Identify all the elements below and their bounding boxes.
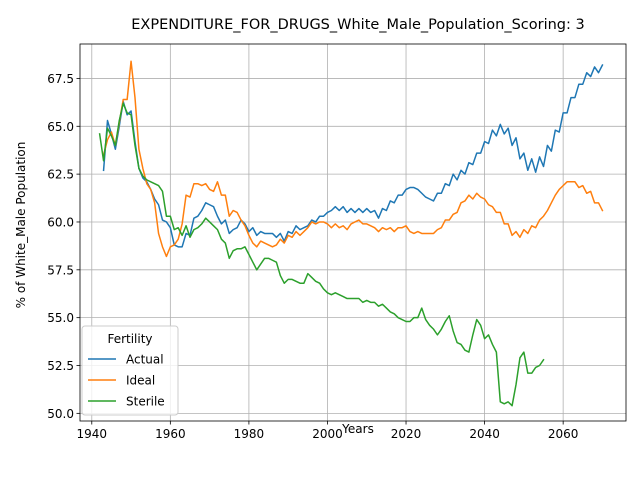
x-tick-label: 2000: [312, 427, 343, 441]
y-tick-label: 55.0: [47, 311, 74, 325]
legend-label-actual: Actual: [126, 353, 164, 367]
y-tick-label: 50.0: [47, 407, 74, 421]
series-lines: [98, 60, 604, 407]
y-tick-label: 67.5: [47, 72, 74, 86]
legend-title: Fertility: [107, 332, 152, 346]
y-axis: 50.0 52.5 55.0 57.5 60.0 62.5 65.0 67.5: [47, 72, 80, 421]
x-tick-label: 1940: [77, 427, 108, 441]
legend-label-sterile: Sterile: [126, 395, 165, 409]
y-tick-label: 62.5: [47, 168, 74, 182]
plot-frame: [79, 43, 627, 422]
x-tick-label: 1980: [234, 427, 265, 441]
series-line-ideal: [102, 60, 604, 258]
y-tick-label: 57.5: [47, 263, 74, 277]
legend-box: [81, 325, 179, 416]
x-tick-label: 1960: [155, 427, 186, 441]
y-tick-label: 52.5: [47, 359, 74, 373]
y-tick-label: 60.0: [47, 215, 74, 229]
x-tick-label: 2020: [391, 427, 422, 441]
x-axis: 1940 1960 1980 2000 2020 2040 2060: [77, 421, 579, 441]
y-axis-label: % of White_Male Population: [14, 142, 28, 309]
series-line-sterile: [98, 102, 545, 407]
legend-items: Actual Ideal Sterile: [88, 353, 165, 409]
x-axis-label: Years: [341, 422, 374, 436]
legend-label-ideal: Ideal: [126, 374, 155, 388]
x-tick-label: 2060: [548, 427, 579, 441]
legend: Fertility Actual Ideal Sterile: [81, 325, 179, 416]
y-tick-label: 65.0: [47, 120, 74, 134]
x-tick-label: 2040: [469, 427, 500, 441]
chart-title: EXPENDITURE_FOR_DRUGS_White_Male_Populat…: [131, 17, 584, 33]
series-line-actual: [102, 64, 604, 248]
